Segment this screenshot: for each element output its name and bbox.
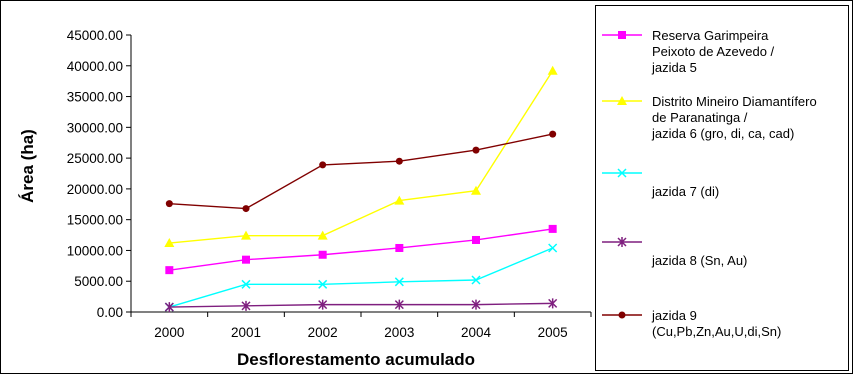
data-point: [318, 279, 328, 289]
x-tick-label: 2001: [231, 325, 261, 340]
series-line: [169, 70, 554, 244]
data-point: [472, 146, 480, 154]
series-line: [169, 133, 553, 210]
data-point: [164, 302, 174, 313]
x-tick-label: 2005: [538, 325, 568, 340]
legend-symbol: [602, 311, 642, 319]
y-tick-label: 20000.00: [67, 182, 123, 197]
legend-symbol: [602, 96, 642, 105]
series-3: [164, 243, 558, 312]
legend-marker: [618, 31, 626, 39]
data-point: [548, 243, 558, 253]
y-tick-label: 0.00: [97, 305, 123, 320]
y-axis-title: Área (ha): [18, 129, 37, 203]
data-point: [548, 224, 557, 233]
legend-label: Distrito Mineiro Diamantífero de Paranat…: [652, 94, 817, 141]
data-point: [471, 185, 481, 195]
data-point: [394, 299, 404, 310]
y-tick-label: 35000.00: [67, 90, 123, 105]
legend-symbol: [602, 237, 642, 247]
series-1: [165, 224, 557, 275]
legend-label: jazida 9 (Cu,Pb,Zn,Au,U,di,Sn): [652, 308, 782, 339]
line-chart: 0.00 5000.00 10000.00 15000.00 20000.00 25000…: [18, 28, 592, 369]
data-point: [164, 238, 175, 248]
y-tick-label: 45000.00: [67, 28, 123, 43]
data-point: [317, 230, 328, 240]
series-4: [164, 298, 558, 313]
series-line: [169, 247, 553, 308]
legend: Reserva Garimpeira Peixoto de Azevedo / …: [595, 5, 849, 371]
legend-marker: [617, 96, 627, 105]
data-point: [318, 299, 328, 310]
data-point: [241, 230, 251, 240]
data-point: [319, 161, 327, 169]
series-line: [169, 228, 553, 271]
legend-symbol: [602, 31, 642, 39]
data-point: [241, 300, 251, 311]
data-point: [241, 279, 251, 289]
data-point: [165, 200, 173, 208]
legend-symbol: [602, 168, 642, 178]
data-point: [472, 235, 480, 244]
legend-marker: [617, 237, 627, 247]
series-2: [164, 65, 558, 248]
x-tick-label: 2003: [384, 325, 414, 340]
series-line: [169, 302, 553, 308]
data-point: [471, 275, 481, 285]
series-layer: [164, 65, 558, 313]
data-point: [548, 298, 558, 309]
data-point: [242, 205, 250, 213]
x-axis-title: Desflorestamento acumulado: [237, 350, 475, 369]
y-tick-label: 15000.00: [67, 213, 123, 228]
legend-label: Reserva Garimpeira Peixoto de Azevedo / …: [652, 28, 775, 75]
legend-marker: [618, 311, 626, 319]
y-tick-label: 40000.00: [67, 59, 123, 74]
data-point: [395, 243, 404, 252]
x-tick-label: 2004: [461, 325, 492, 340]
data-point: [394, 195, 405, 205]
x-tick-label: 2002: [308, 325, 338, 340]
data-point: [471, 299, 481, 310]
y-tick-label: 10000.00: [67, 243, 123, 258]
y-tick-label: 5000.00: [74, 274, 123, 289]
legend-label: jazida 8 (Sn, Au): [652, 253, 748, 268]
data-point: [549, 130, 557, 138]
legend-marker: [617, 168, 627, 178]
series-5: [165, 130, 557, 213]
data-point: [165, 266, 174, 275]
data-point: [547, 65, 558, 75]
legend-label: jazida 7 (di): [652, 184, 720, 199]
x-tick-label: 2000: [154, 325, 184, 340]
axes: 0.00 5000.00 10000.00 15000.00 20000.00 25000…: [67, 28, 592, 340]
data-point: [395, 157, 403, 165]
y-tick-label: 25000.00: [67, 151, 123, 166]
data-point: [242, 255, 250, 264]
y-tick-label: 30000.00: [67, 120, 123, 135]
data-point: [394, 277, 404, 287]
data-point: [318, 250, 327, 259]
